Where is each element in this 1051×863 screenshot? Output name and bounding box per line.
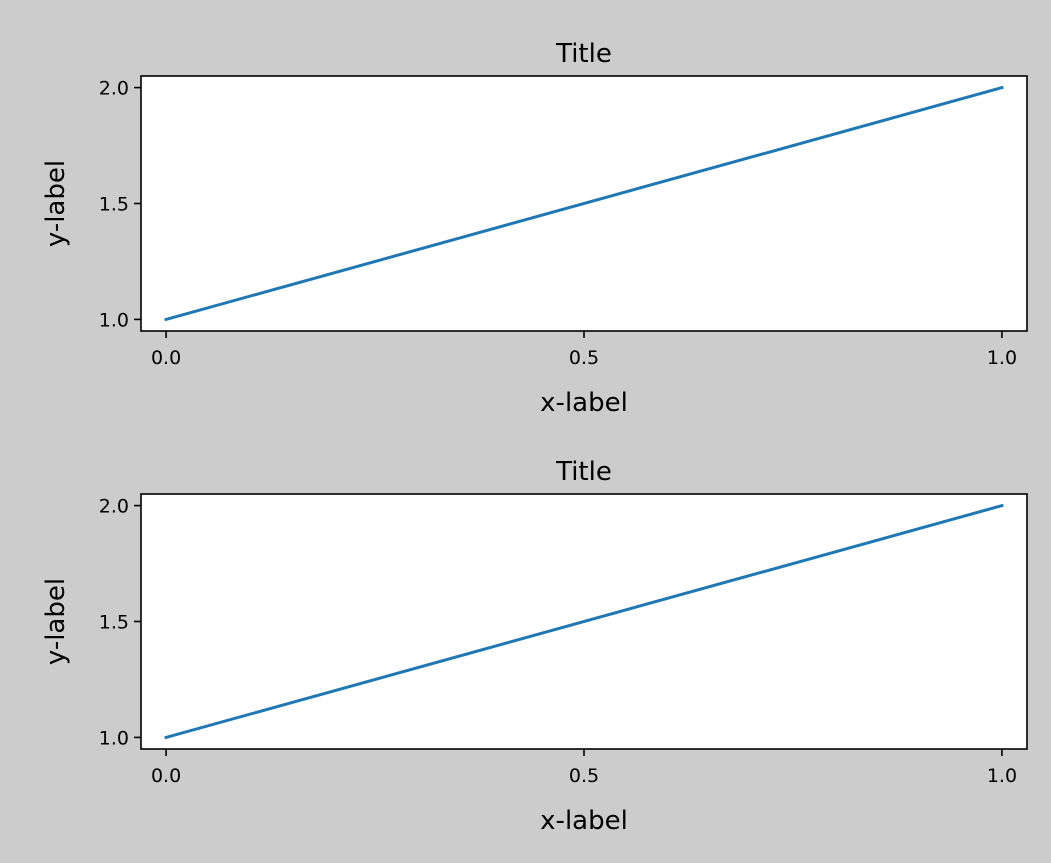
chart-title: Title xyxy=(555,457,612,487)
x-tick-label: 1.0 xyxy=(987,765,1017,787)
y-tick-label: 2.0 xyxy=(99,78,129,100)
series-line-1 xyxy=(164,85,1004,322)
y-tick-label: 2.0 xyxy=(99,496,129,518)
subplot-1: Title 0.0 0.5 1.0 1.0 1.5 2.0 x-label y-label xyxy=(41,39,1028,418)
series-line-1 xyxy=(164,503,1004,740)
x-axis-label: x-label xyxy=(540,388,628,418)
y-axis-label: y-label xyxy=(41,160,71,247)
y-tick-label: 1.5 xyxy=(99,612,129,634)
x-axis-label: x-label xyxy=(540,806,628,836)
y-tick-label: 1.0 xyxy=(99,727,129,749)
y-tick-label: 1.0 xyxy=(99,309,129,331)
x-tick-label: 0.5 xyxy=(569,765,599,787)
y-tick-label: 1.5 xyxy=(99,194,129,216)
x-tick-label: 1.0 xyxy=(987,347,1017,369)
chart-title: Title xyxy=(555,39,612,69)
y-axis-label: y-label xyxy=(41,578,71,665)
x-tick-label: 0.0 xyxy=(151,765,181,787)
x-tick-label: 0.0 xyxy=(151,347,181,369)
subplot-2: Title 0.0 0.5 1.0 1.0 1.5 2.0 x-label y-label xyxy=(41,457,1028,836)
x-tick-label: 0.5 xyxy=(569,347,599,369)
